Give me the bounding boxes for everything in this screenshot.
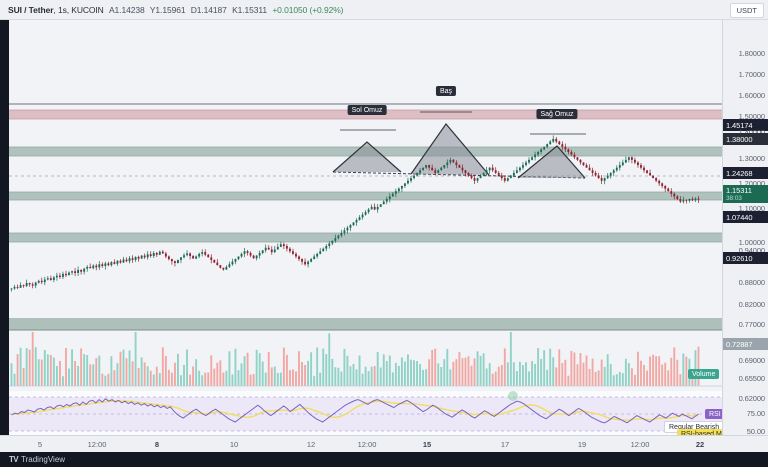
price-change: +0.01050 (+0.92%) [272,4,344,15]
price-level-tag[interactable]: 1.38000 [723,133,768,145]
candlestick-series [10,135,700,292]
time-tick-label: 8 [154,440,160,449]
current-price-tag[interactable]: 1.15311 38:03 [723,185,768,203]
time-axis[interactable]: 5 12:00 8 10 12 12:00 15 17 19 12:00 22 [0,435,768,452]
time-tick-label: 12 [306,440,316,449]
pattern-annotation-label[interactable]: Sağ Omuz [536,109,578,119]
time-tick-label: 12:00 [357,440,377,449]
price-tick-label: 1.30000 [738,154,766,163]
price-tick-label: 1.80000 [738,49,766,58]
head-shoulders-pattern[interactable] [332,111,586,179]
price-tick-label: 0.65500 [738,374,766,383]
price-axis[interactable]: 1.80000 1.70000 1.60000 1.50000 1.30000 1.200… [722,20,768,455]
price-tick-label: 1.60000 [738,91,766,100]
price-tick-label: 1.20000 [738,179,766,188]
tradingview-name: TradingView [21,455,66,464]
price-level-tag[interactable]: 0.72887 [723,338,768,350]
tradingview-mark-icon: TV [9,455,19,464]
price-level-tag[interactable]: 1.07440 [723,211,768,223]
time-tick-label: 10 [229,440,239,449]
price-tick-label: 0.77000 [738,320,766,329]
ohlc-low: D1.14187 [190,4,227,15]
pattern-annotation-label[interactable]: Baş [435,86,457,96]
rsi-pane [9,391,722,435]
time-tick-label: 5 [37,440,43,449]
ohlc-high: Y1.15961 [149,4,186,15]
price-tick-label: 0.69000 [738,356,766,365]
left-rail [0,20,9,435]
price-tick-label: 0.82000 [738,300,766,309]
symbol-legend-bar: SUI / Tether, 1s, KUCOIN A1.14238 Y1.159… [0,0,768,20]
price-tick-label: 75.00 [746,409,765,418]
price-level-tag[interactable]: 1.10000 [738,204,766,213]
price-tick-label: 1.70000 [738,70,766,79]
indicator-tag[interactable]: RSI-based MA [677,429,722,435]
bottom-status-bar: TV TradingView [0,452,768,467]
bar-countdown: 38:03 [726,195,742,202]
price-tick-label: 1.50000 [738,112,766,121]
indicator-tag[interactable]: RSI [705,409,722,419]
rsi-divergence-marker [508,391,518,401]
current-price-value: 1.15311 [726,186,752,195]
symbol-legend[interactable]: SUI / Tether, 1s, KUCOIN A1.14238 Y1.159… [8,4,344,15]
price-tick-label: 1.00000 [738,238,766,247]
price-level-tag[interactable]: 0.94000 [738,246,766,255]
chart-background [0,20,722,435]
rsi-line [11,398,699,424]
indicator-tag[interactable]: Volume [688,369,720,379]
symbol-name[interactable]: SUI / Tether [8,4,54,15]
price-level-tag[interactable]: 0.92610 [723,252,768,264]
time-tick-label: 15 [422,440,432,449]
price-tick-label: 0.62000 [738,394,766,403]
currency-unit-badge[interactable]: USDT [729,3,764,18]
chart-canvas[interactable]: Sol Omuz Baş Sağ Omuz Volume RSI Regular Bea… [0,20,722,435]
tradingview-logo[interactable]: TV TradingView [9,455,65,464]
symbol-interval[interactable]: 1s [57,4,67,15]
symbol-exchange[interactable]: KUCOIN [71,4,104,15]
pattern-annotation-label[interactable]: Sol Omuz [347,105,387,115]
time-tick-label: 12:00 [630,440,650,449]
price-level-tag[interactable]: 1.45174 [723,119,768,131]
time-tick-label: 22 [695,440,705,449]
time-tick-label: 12:00 [87,440,107,449]
ohlc-close: K1.15311 [232,4,268,15]
time-tick-label: 17 [500,440,510,449]
volume-series [10,332,700,386]
price-tick-label: 0.88000 [738,278,766,287]
price-level-tag[interactable]: 1.24268 [723,167,768,179]
price-tick-label: 50.00 [746,427,765,436]
chart-svg [0,20,722,435]
time-tick-label: 19 [577,440,587,449]
ohlc-open: A1.14238 [108,4,145,15]
